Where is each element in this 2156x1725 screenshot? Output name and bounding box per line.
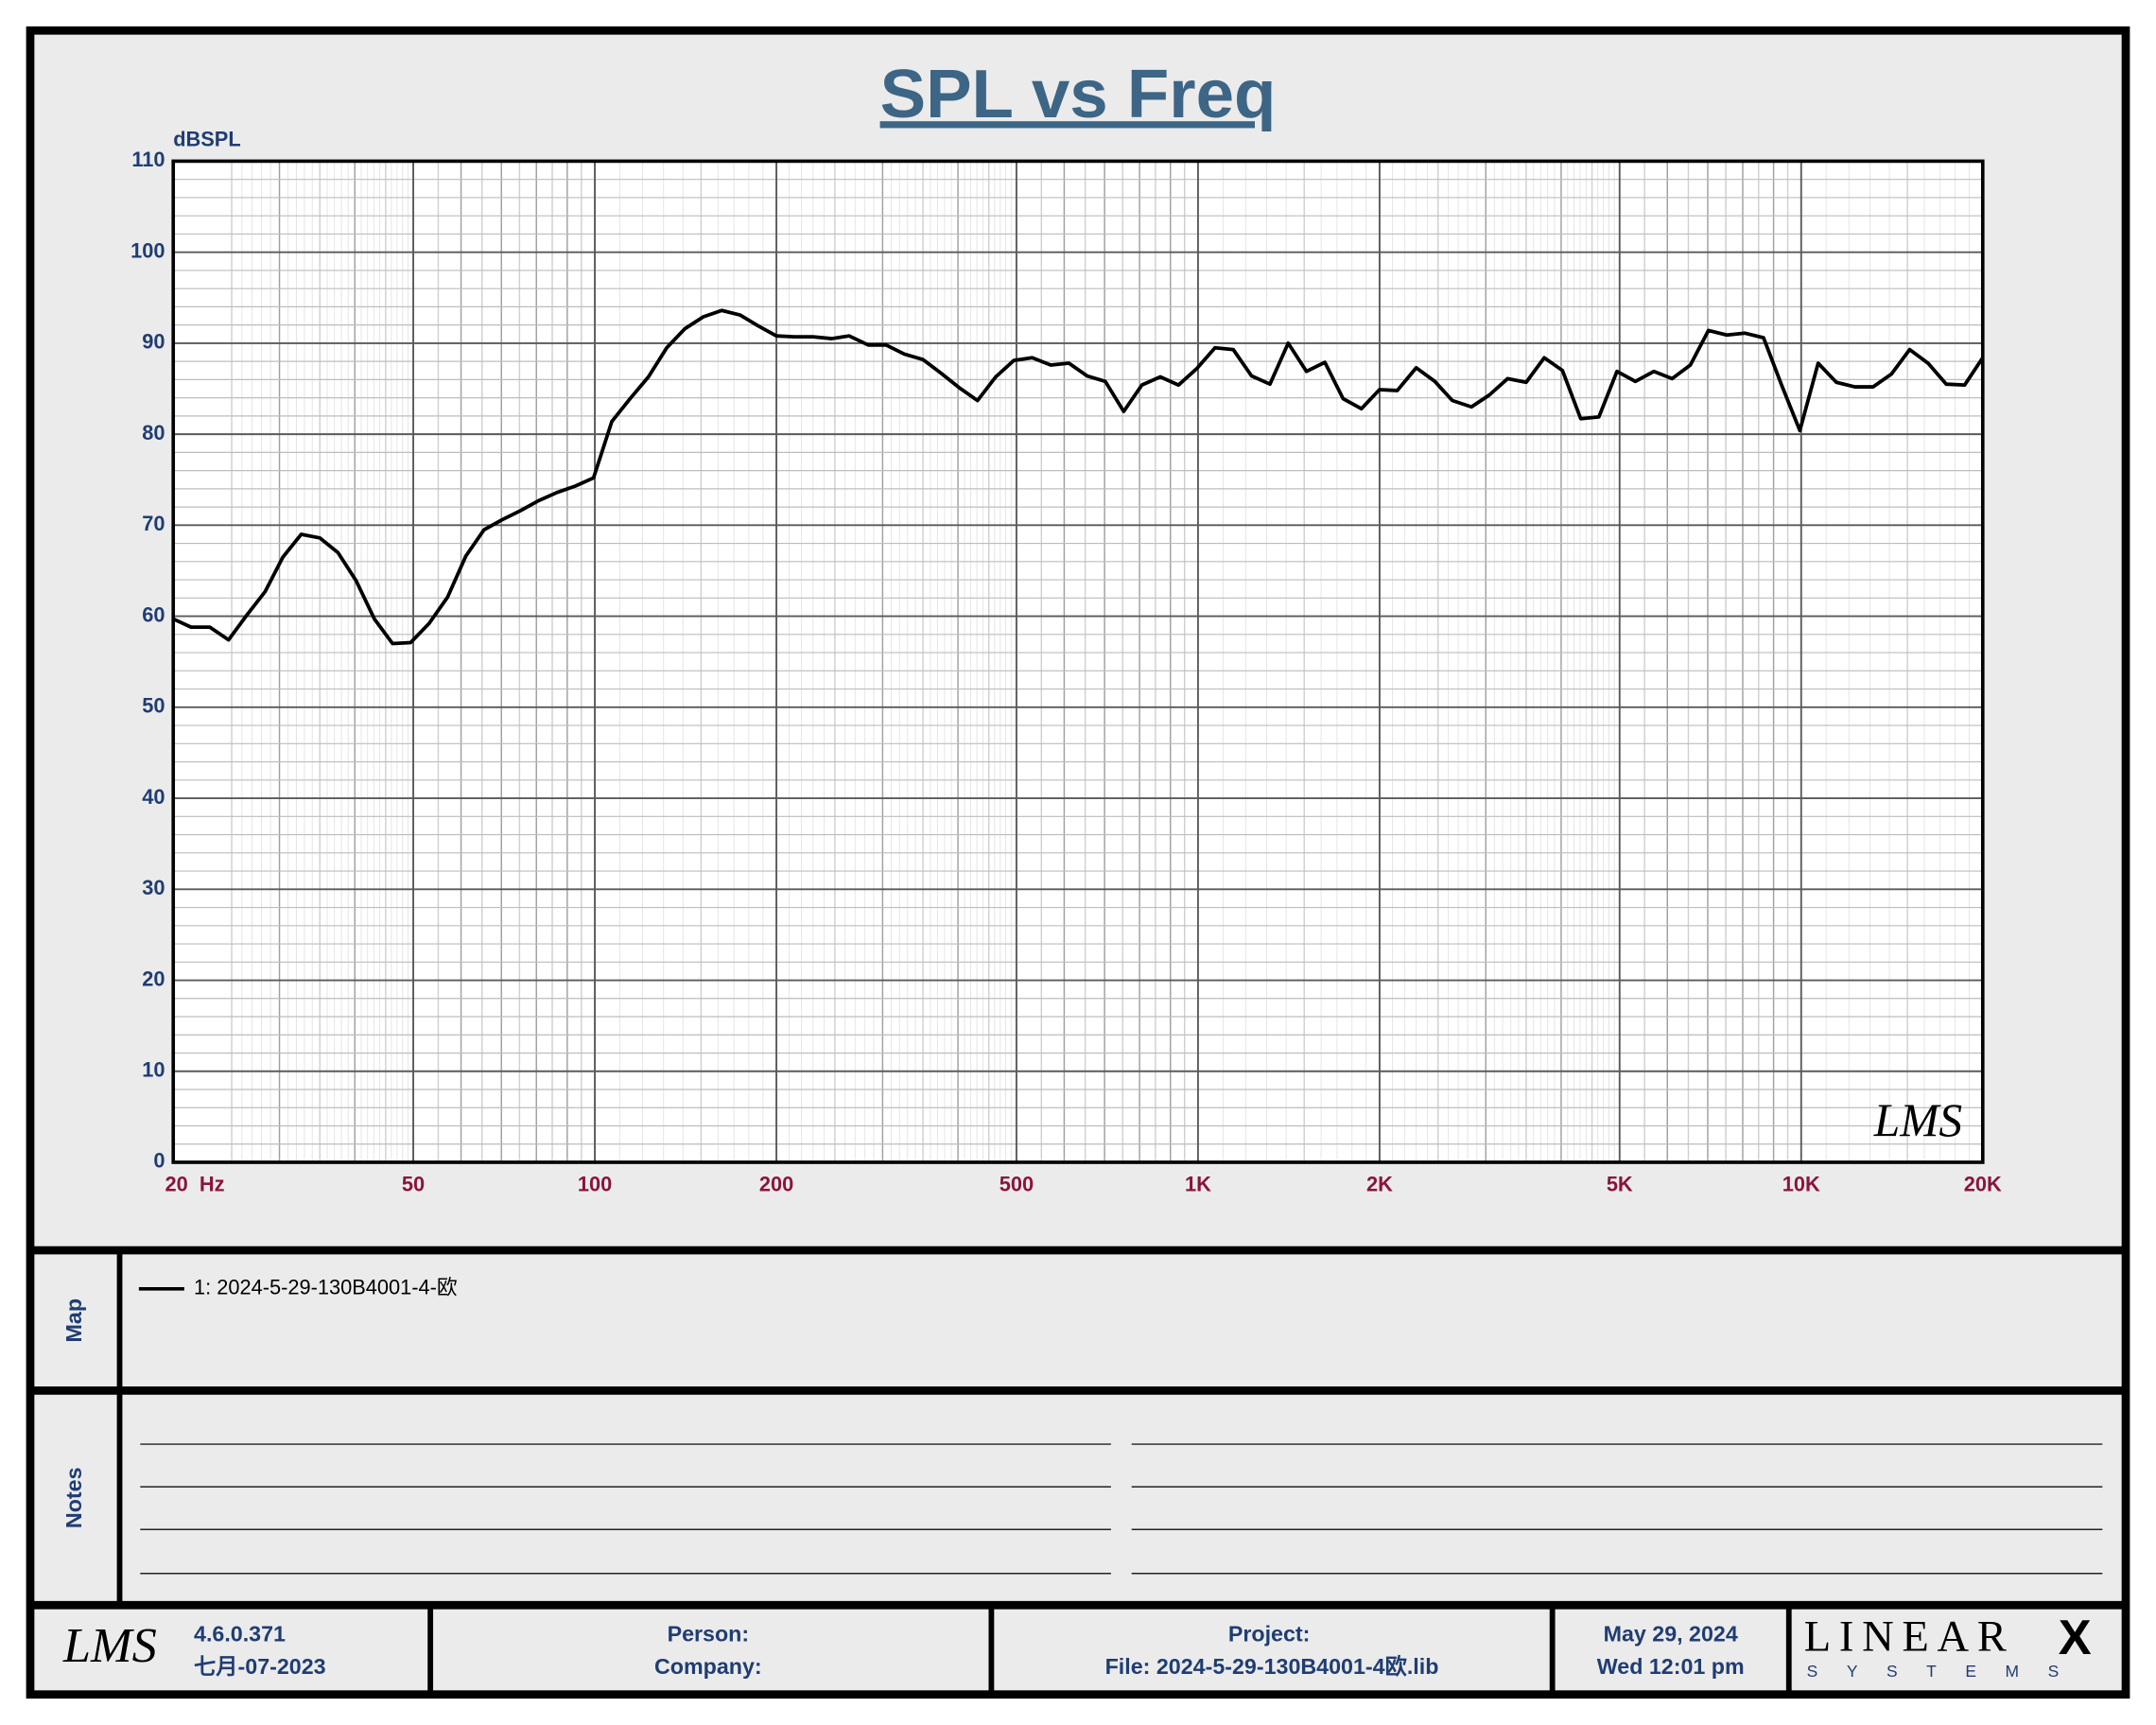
x-tick-label: 200 bbox=[759, 1172, 793, 1195]
y-axis-label: dBSPL bbox=[173, 127, 240, 150]
plot-border bbox=[171, 159, 1985, 1164]
logo-lms: LMS bbox=[62, 1618, 157, 1673]
y-tick-label: 80 bbox=[142, 421, 165, 444]
x-tick-label: 500 bbox=[1000, 1172, 1034, 1195]
y-tick-label: 40 bbox=[142, 785, 165, 809]
plot-area bbox=[173, 161, 1983, 1162]
map-label: Map bbox=[61, 1298, 86, 1343]
y-tick-label: 30 bbox=[142, 876, 165, 899]
watermark: LMS bbox=[1873, 1094, 1962, 1146]
x-tick-label: 100 bbox=[578, 1172, 612, 1195]
x-tick-label: 10K bbox=[1782, 1172, 1820, 1195]
time: Wed 12:01 pm bbox=[1597, 1654, 1745, 1679]
logo-systems: SYSTEMS bbox=[1807, 1662, 2088, 1681]
y-tick-label: 100 bbox=[130, 238, 165, 262]
file: File: 2024-5-29-130B4001-4欧.lib bbox=[1105, 1654, 1439, 1679]
person: Person: bbox=[668, 1621, 750, 1646]
note-lines bbox=[140, 1443, 2103, 1575]
y-tick-label: 50 bbox=[142, 694, 165, 718]
x-tick-label: 5K bbox=[1607, 1172, 1633, 1195]
y-tick-label: 110 bbox=[131, 148, 165, 171]
logo-linear: LINEAR bbox=[1804, 1613, 2015, 1662]
x-tick-label: 20 Hz bbox=[165, 1172, 224, 1195]
date: May 29, 2024 bbox=[1604, 1621, 1738, 1646]
y-tick-label: 60 bbox=[142, 602, 165, 626]
build-date: 七月-07-2023 bbox=[194, 1654, 326, 1679]
x-tick-label: 20K bbox=[1964, 1172, 2002, 1195]
y-tick-label: 70 bbox=[142, 512, 165, 535]
y-tick-label: 10 bbox=[142, 1058, 165, 1082]
notes-label: Notes bbox=[61, 1467, 86, 1528]
x-tick-label: 1K bbox=[1185, 1172, 1211, 1195]
x-tick-label: 50 bbox=[402, 1172, 425, 1195]
version: 4.6.0.371 bbox=[194, 1621, 286, 1646]
logo-x: X bbox=[2059, 1611, 2092, 1665]
legend-label: 1: 2024-5-29-130B4001-4-欧 bbox=[194, 1276, 458, 1299]
series-line bbox=[172, 308, 1985, 646]
chart-title: SPL vs Freq bbox=[880, 56, 1277, 132]
project: Project: bbox=[1228, 1621, 1311, 1646]
y-tick-label: 90 bbox=[142, 330, 165, 354]
y-tick-label: 20 bbox=[142, 967, 165, 990]
y-tick-label: 0 bbox=[153, 1149, 165, 1173]
x-tick-label: 2K bbox=[1366, 1172, 1393, 1195]
company: Company: bbox=[654, 1654, 762, 1679]
